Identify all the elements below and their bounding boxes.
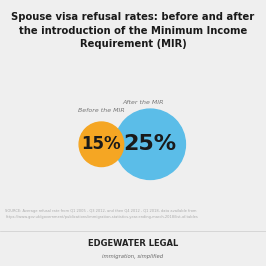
Text: Spouse visa refusal rates: before and after
the introduction of the Minimum Inco: Spouse visa refusal rates: before and af…	[11, 12, 255, 49]
Circle shape	[79, 122, 124, 167]
Text: After the MIR: After the MIR	[122, 100, 164, 105]
Text: EDGEWATER LEGAL: EDGEWATER LEGAL	[88, 239, 178, 248]
Text: 25%: 25%	[124, 134, 177, 154]
Text: immigration, simplified: immigration, simplified	[102, 254, 164, 259]
Text: 15%: 15%	[82, 135, 121, 153]
Text: SOURCE: Average refusal rate from Q1 2005 - Q3 2012, and then Q4 2012 - Q1 2018,: SOURCE: Average refusal rate from Q1 200…	[5, 209, 198, 219]
Circle shape	[115, 109, 185, 180]
Text: Before the MIR: Before the MIR	[78, 109, 125, 113]
